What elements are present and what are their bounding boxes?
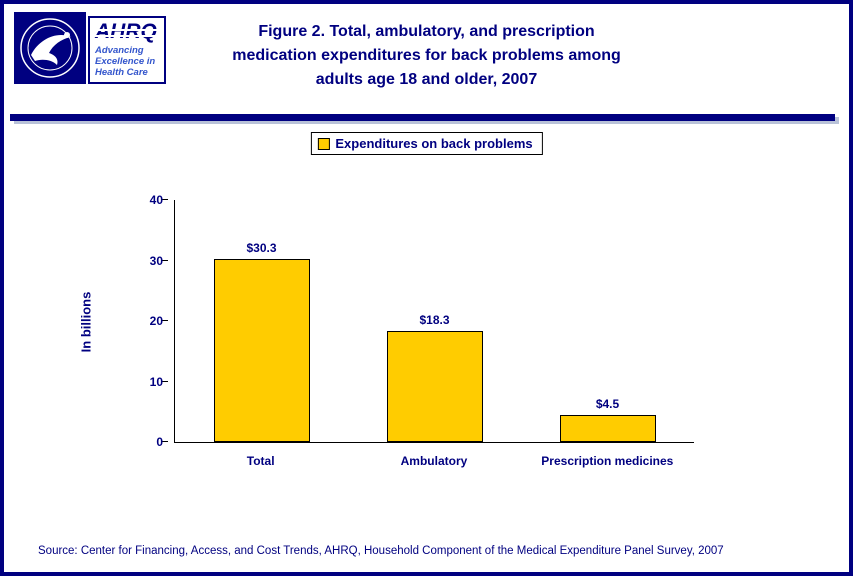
y-tick-mark	[161, 380, 168, 382]
y-tick-mark	[161, 441, 168, 442]
x-category-label: Ambulatory	[400, 454, 468, 468]
hhs-logo	[14, 12, 86, 84]
y-tick-label: 30	[149, 253, 163, 268]
figure-title: Figure 2. Total, ambulatory, and prescri…	[174, 20, 679, 92]
ahrq-speed-stripe	[95, 29, 160, 31]
hhs-eagle-icon	[20, 18, 80, 78]
source-note: Source: Center for Financing, Access, an…	[38, 545, 724, 557]
y-tick-mark	[161, 259, 168, 261]
chart-legend: Expenditures on back problems	[310, 132, 543, 155]
bar-prescription	[559, 414, 656, 442]
bar-value-label: $30.3	[246, 240, 277, 255]
ahrq-acronym: AHRQ	[95, 21, 160, 43]
y-tick-label: 10	[149, 374, 163, 389]
figure-title-line: adults age 18 and older, 2007	[315, 71, 538, 88]
bar-value-label: $4.5	[595, 396, 620, 411]
x-category-label: Total	[246, 454, 275, 468]
y-tick-label: 0	[156, 435, 163, 449]
plot-area: 40 30 20 10 0 $30.3 $18.3	[150, 193, 694, 449]
y-tick-mark	[161, 320, 168, 321]
y-tick-label: 40	[149, 193, 163, 207]
bar-total	[213, 258, 310, 442]
figure-title-line: medication expenditures for back problem…	[232, 47, 621, 64]
y-tick-mark	[161, 199, 168, 200]
bar-group-prescription: $4.5	[521, 200, 694, 442]
bar-ambulatory	[386, 331, 483, 442]
ahrq-tagline: Advancing Excellence in Health Care	[95, 45, 156, 78]
y-axis-title: In billions	[78, 291, 94, 353]
ahrq-logo: AHRQ Advancing Excellence in Health Care	[88, 16, 166, 84]
bar-group-total: $30.3	[175, 200, 348, 442]
x-category-label: Prescription medicines	[541, 454, 674, 468]
header-divider-rule	[10, 114, 835, 121]
ahrq-speed-stripe	[95, 35, 160, 37]
figure-title-line: Figure 2. Total, ambulatory, and prescri…	[258, 23, 595, 40]
bar-series: $30.3 $18.3 $4.5	[175, 200, 694, 442]
bar-group-ambulatory: $18.3	[348, 200, 521, 442]
legend-swatch-icon	[317, 137, 330, 150]
bar-value-label: $18.3	[419, 313, 450, 328]
legend-label: Expenditures on back problems	[335, 136, 533, 151]
y-tick-label: 20	[149, 314, 163, 328]
x-axis-labels: Total Ambulatory Prescription medicines	[174, 454, 694, 468]
